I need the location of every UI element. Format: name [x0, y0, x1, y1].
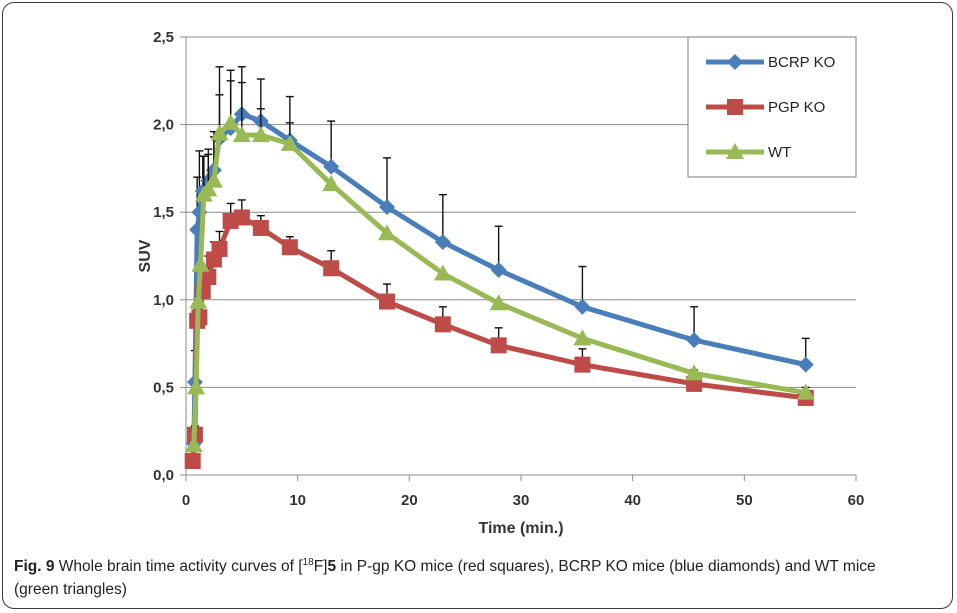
data-point-wt	[204, 171, 223, 188]
data-point-wt	[322, 175, 341, 192]
data-point-wt	[489, 294, 508, 311]
legend-marker-bcrp-ko	[727, 54, 743, 70]
data-point-pgp-ko	[200, 269, 217, 286]
data-point-wt	[191, 255, 210, 272]
legend-marker-pgp-ko	[727, 99, 743, 115]
data-point-pgp-ko	[434, 316, 451, 333]
data-point-wt	[210, 124, 229, 141]
data-point-wt	[685, 364, 704, 381]
data-point-wt	[184, 436, 203, 453]
data-point-bcrp-ko	[686, 332, 703, 349]
y-tick-label: 2,0	[153, 117, 174, 134]
data-point-wt	[433, 264, 452, 281]
data-point-bcrp-ko	[574, 298, 591, 315]
data-point-bcrp-ko	[323, 158, 340, 175]
legend: BCRP KO PGP KO WT	[687, 36, 857, 178]
data-point-pgp-ko	[211, 240, 228, 257]
data-point-bcrp-ko	[434, 233, 451, 250]
series-layer	[184, 66, 815, 469]
y-tick-labels: 0,0 0,5 1,0 1,5 2,0 2,5	[153, 29, 174, 484]
data-point-wt	[796, 383, 815, 400]
x-tick-label: 40	[624, 492, 641, 509]
x-tick-label: 50	[736, 492, 753, 509]
data-point-bcrp-ko	[797, 356, 814, 373]
data-point-wt	[251, 126, 270, 143]
x-tick-label: 30	[513, 492, 530, 509]
data-point-pgp-ko	[281, 239, 298, 256]
legend-label-bcrp-ko: BCRP KO	[768, 54, 835, 71]
y-tick-label: 1,0	[153, 292, 174, 309]
data-point-pgp-ko	[490, 337, 507, 354]
x-axis-title: Time (min.)	[478, 520, 563, 537]
figure-caption: Fig. 9 Whole brain time activity curves …	[14, 555, 914, 601]
data-point-wt	[199, 180, 218, 197]
suv-time-line-chart: 0,0 0,5 1,0 1,5 2,0 2,5 0 10 20 30 40 50 60 SUV Tim…	[137, 29, 865, 537]
data-point-pgp-ko	[233, 209, 250, 226]
legend-label-wt: WT	[768, 144, 791, 161]
y-tick-label: 0,5	[153, 379, 174, 396]
data-point-bcrp-ko	[490, 262, 507, 279]
legend-label-pgp-ko: PGP KO	[768, 99, 825, 116]
y-tick-label: 2,5	[153, 29, 174, 46]
x-tick-label: 20	[401, 492, 418, 509]
data-point-bcrp-ko	[379, 198, 395, 215]
caption-text-after: in P-gp KO mice (red squares), BCRP KO m…	[14, 558, 876, 598]
caption-text-f: F]	[313, 558, 328, 575]
series-wt	[184, 66, 815, 453]
x-tick-labels: 0 10 20 30 40 50 60	[182, 492, 865, 509]
x-tick-label: 60	[848, 492, 865, 509]
y-axis-title: SUV	[137, 239, 154, 272]
figure-label: Fig. 9	[14, 558, 55, 575]
data-point-wt	[378, 224, 396, 241]
axes	[180, 36, 857, 481]
y-tick-label: 0,0	[153, 467, 174, 484]
data-point-pgp-ko	[379, 293, 395, 310]
data-point-wt	[221, 113, 240, 130]
data-point-wt	[280, 134, 299, 151]
data-point-pgp-ko	[252, 219, 269, 236]
data-point-pgp-ko	[184, 452, 201, 469]
caption-compound-number: 5	[327, 558, 337, 575]
x-tick-label: 10	[289, 492, 306, 509]
data-point-wt	[232, 126, 251, 143]
data-point-wt	[573, 329, 592, 346]
x-tick-label: 0	[182, 492, 190, 509]
data-point-wt	[187, 378, 206, 395]
data-point-wt	[189, 292, 208, 309]
data-point-pgp-ko	[323, 260, 340, 277]
legend-marker-wt	[726, 143, 744, 159]
caption-isotope-superscript: 18	[302, 557, 314, 568]
y-tick-label: 1,5	[153, 204, 174, 221]
caption-text-before: Whole brain time activity curves of [	[54, 558, 303, 575]
data-point-pgp-ko	[574, 356, 591, 373]
